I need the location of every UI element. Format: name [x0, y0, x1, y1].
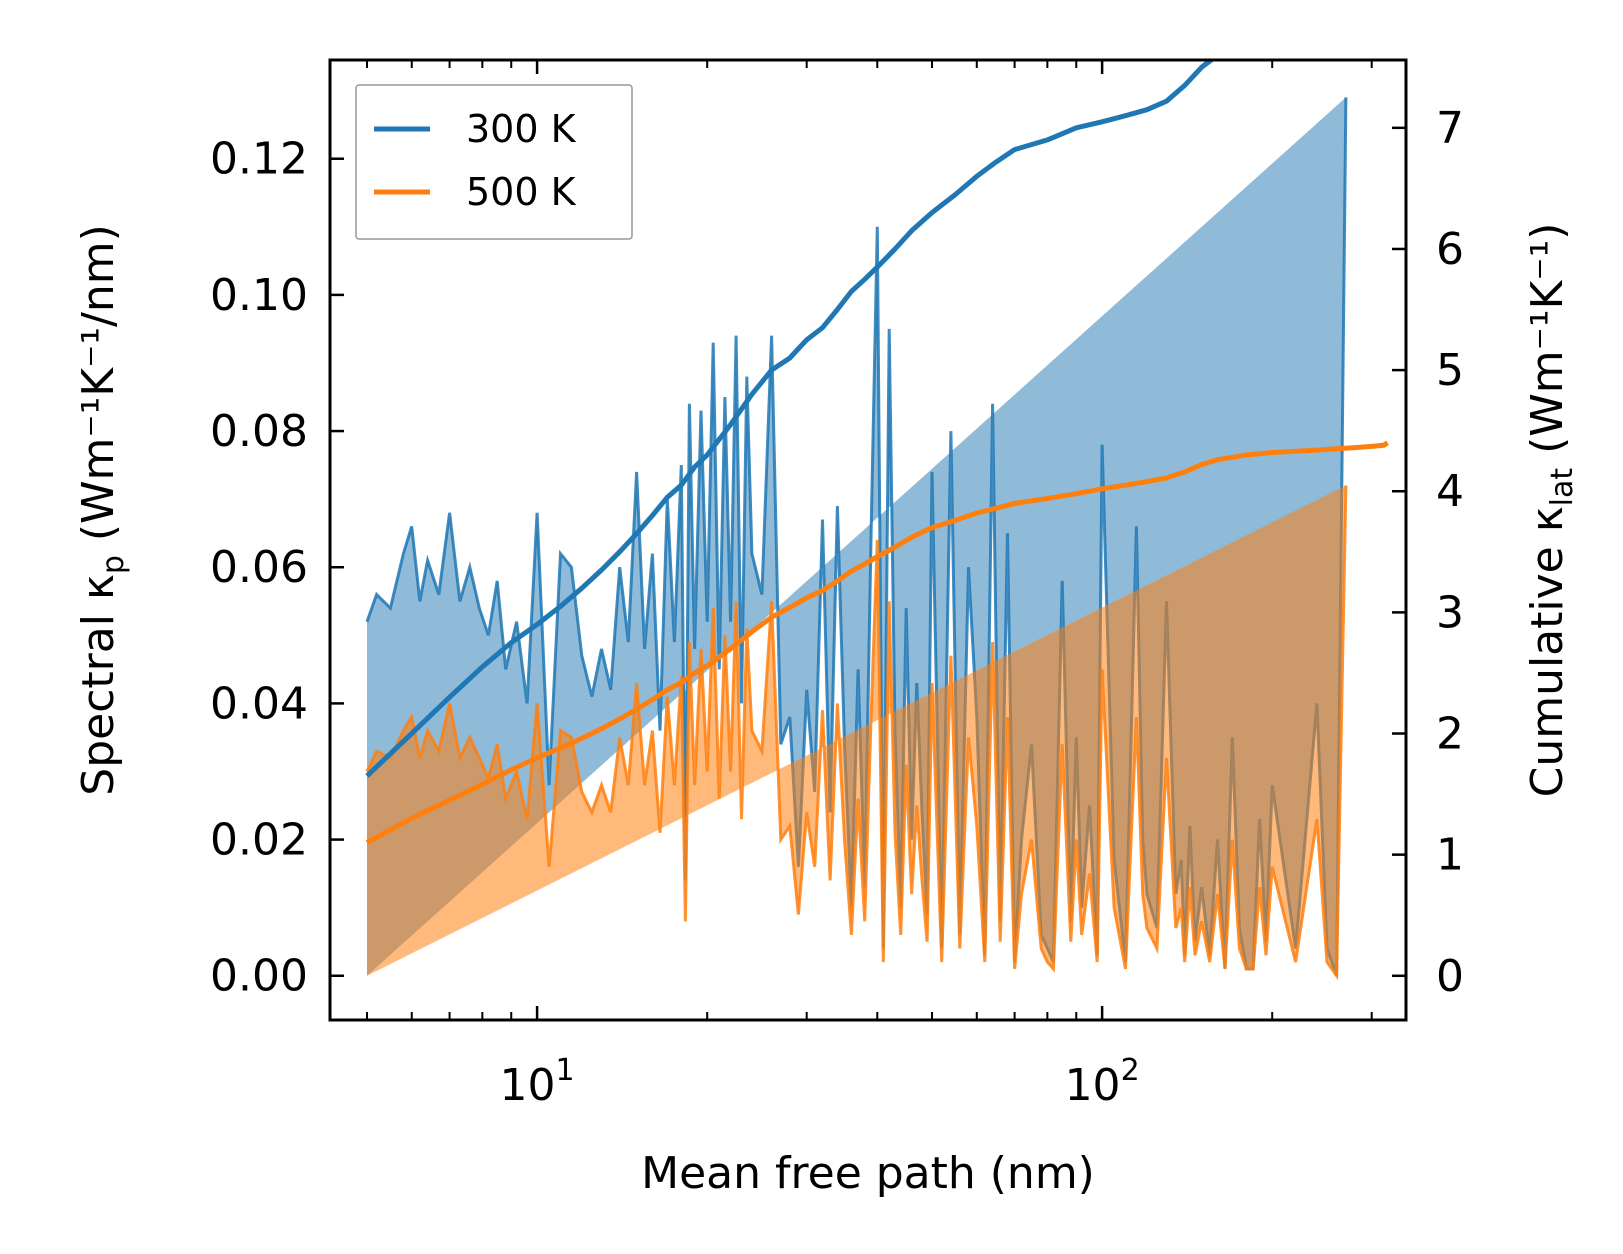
y-axis-left-title: Spectral κp (Wm⁻¹K⁻¹/nm)	[73, 224, 131, 795]
y-right-tick-label: 1	[1436, 830, 1464, 881]
x-tick-base: 10	[1065, 1060, 1121, 1111]
plot-frame	[328, 58, 1408, 1022]
y-left-tick-label: 0.04	[210, 678, 308, 729]
y-right-tick-label: 3	[1436, 587, 1464, 638]
y-left-title-main: Spectral κ	[73, 574, 124, 796]
cumulative-line-500k	[365, 440, 1389, 845]
x-axis-title: Mean free path (nm)	[641, 1148, 1095, 1199]
y-right-tick-label: 5	[1436, 345, 1464, 396]
y-right-tick-label: 2	[1436, 709, 1464, 760]
y-right-tick-label: 0	[1436, 951, 1464, 1002]
x-tick-label: 102	[1065, 1053, 1140, 1111]
legend-label-300k: 300 K	[466, 107, 577, 151]
y-left-tick-label: 0.12	[210, 134, 308, 185]
x-tick-exponent: 2	[1121, 1053, 1140, 1088]
legend-box	[355, 84, 633, 240]
spectral-fill-500k	[367, 485, 1346, 976]
y-left-tick-label: 0.10	[210, 270, 308, 321]
x-tick-base: 10	[500, 1060, 556, 1111]
y-left-title-space	[73, 541, 124, 555]
x-tick-exponent: 1	[556, 1053, 575, 1088]
y-left-tick-label: 0.06	[210, 542, 308, 593]
spectral-line-500k	[365, 485, 1348, 981]
spectral-fill-300k	[367, 97, 1346, 976]
series-lines	[365, 60, 1389, 845]
y-right-tick-label: 4	[1436, 466, 1464, 517]
y-left-title-sub: p	[96, 555, 131, 574]
y-right-title-sub: lat	[1545, 468, 1580, 507]
cumulative-line-300k	[365, 60, 1216, 778]
y-left-tick-label: 0.02	[210, 815, 308, 866]
legend: 300 K 500 K	[355, 84, 633, 240]
y-right-title-main: Cumulative κ	[1522, 506, 1573, 797]
y-right-title-units: (Wm⁻¹K⁻¹)	[1522, 223, 1573, 454]
y-axis-right-title: Cumulative κlat (Wm⁻¹K⁻¹)	[1522, 223, 1580, 798]
y-right-title-space	[1522, 454, 1573, 468]
legend-label-500k: 500 K	[466, 170, 577, 214]
y-left-tick-label: 0.08	[210, 406, 308, 457]
y-left-tick-label: 0.00	[210, 951, 308, 1002]
y-left-title-units: (Wm⁻¹K⁻¹/nm)	[73, 224, 124, 541]
y-right-tick-label: 7	[1436, 103, 1464, 154]
x-tick-label: 101	[500, 1053, 575, 1111]
y-right-tick-label: 6	[1436, 224, 1464, 275]
axis-ticks	[330, 60, 1406, 1020]
